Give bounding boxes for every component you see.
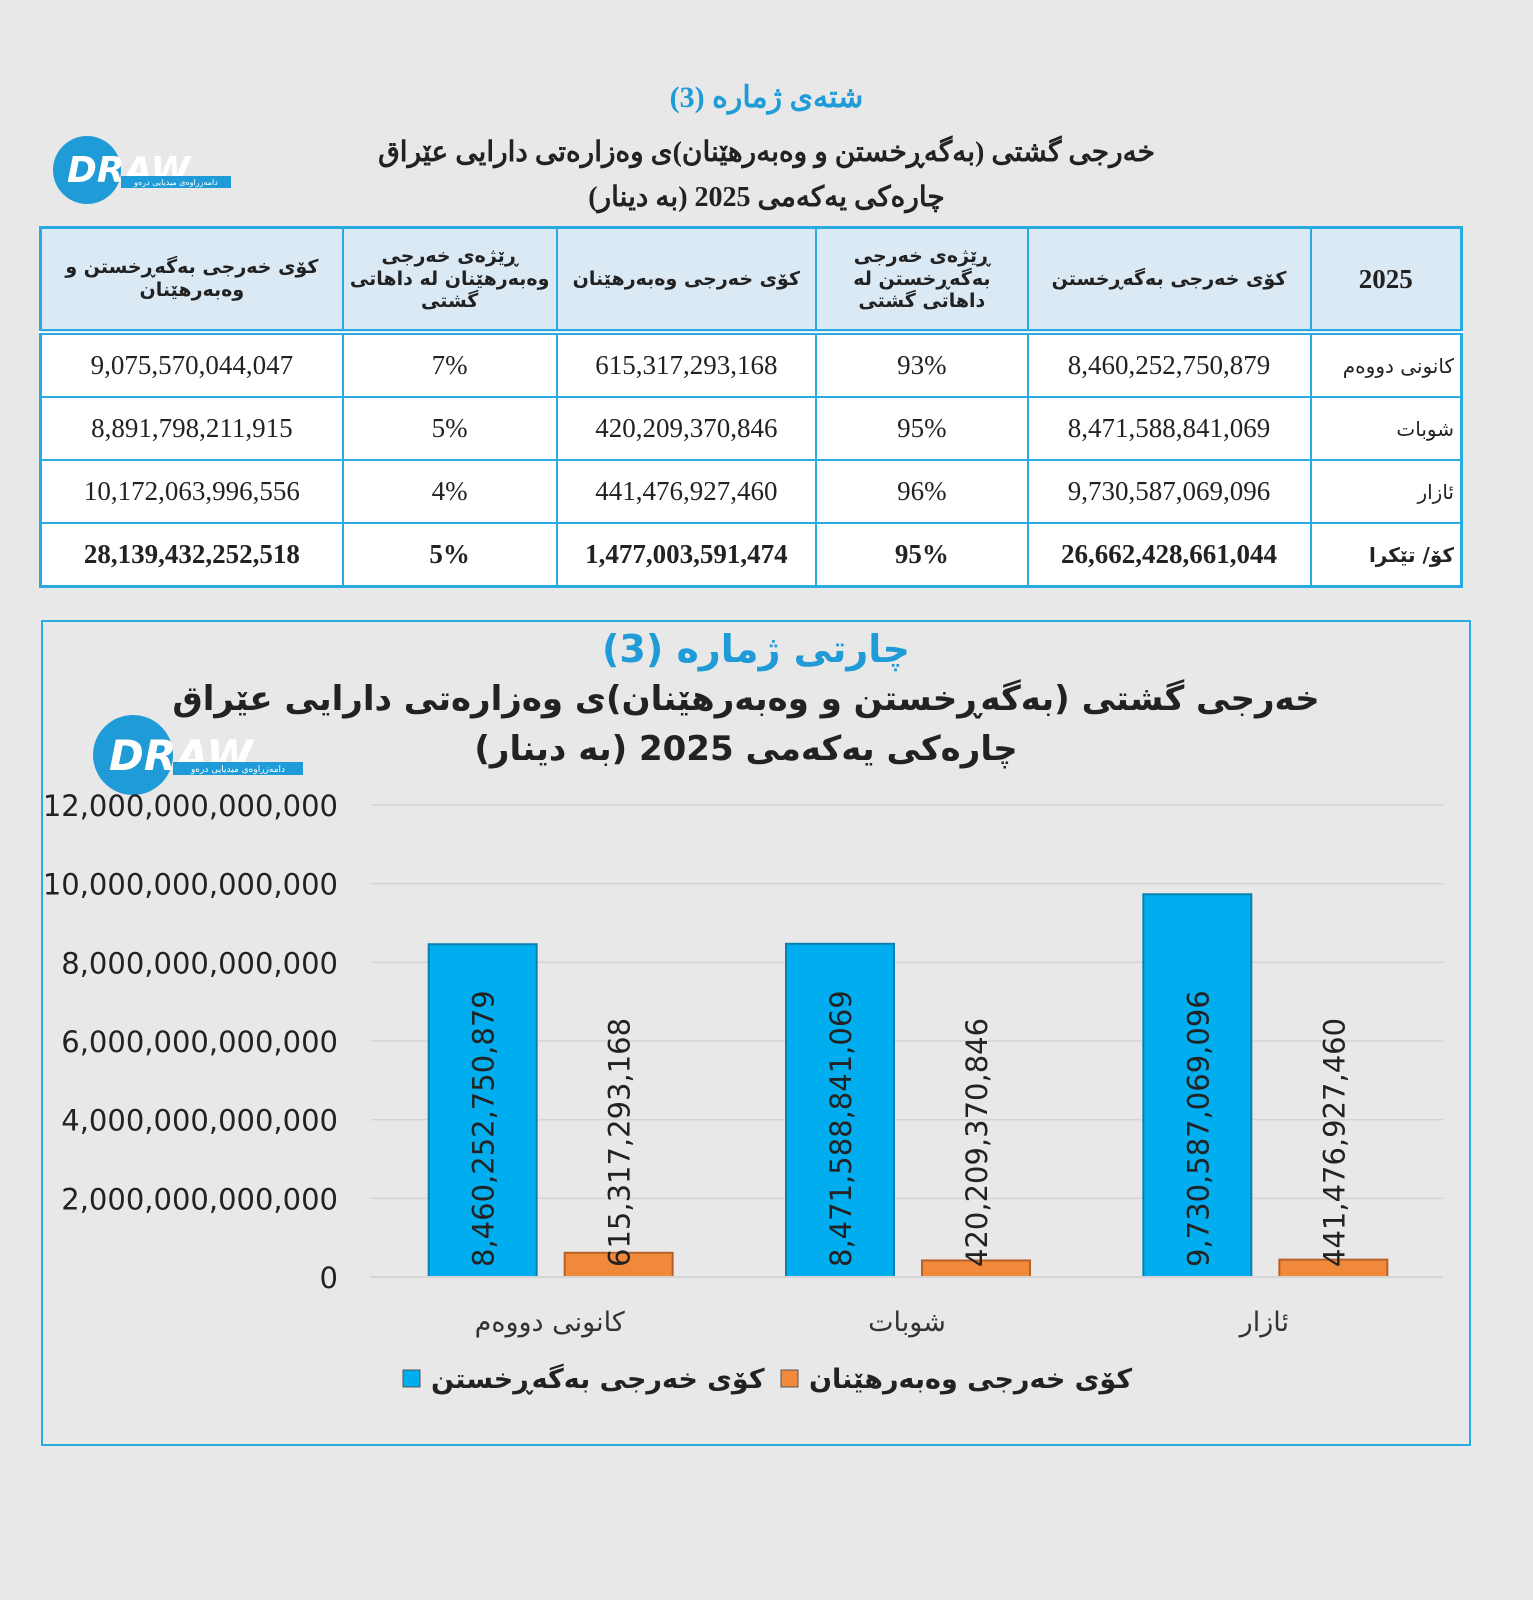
x-tick-label: کانونی دووەم: [475, 1307, 625, 1338]
table-subtitle: چارەکی یەکەمی 2025 (بە دینار): [588, 182, 945, 213]
y-tick-label: 12,000,000,000,000: [43, 789, 338, 823]
table-cell: کۆی خەرجی وەبەرهێنان: [555, 226, 818, 335]
table-cell: 5%: [341, 396, 558, 461]
table-cell: 441,476,927,460: [555, 459, 818, 524]
logo-circle: [53, 136, 121, 204]
table-cell: 8,460,252,750,879: [1026, 331, 1312, 398]
table-cell: 5%: [341, 522, 558, 588]
chart-caption: چارتی ژمارە (3): [602, 627, 910, 671]
chart-logo: DRAW دامەزراوەی میدیایی درەو: [93, 715, 303, 795]
y-tick-label: 4,000,000,000,000: [61, 1104, 338, 1138]
y-tick-label: 10,000,000,000,000: [43, 868, 338, 902]
table-cell: 93%: [815, 331, 1029, 398]
table-cell: 7%: [341, 331, 558, 398]
bar: [427, 943, 538, 1278]
logo-tagline: دامەزراوەی میدیایی درەو: [133, 178, 218, 187]
table-cell: 1,477,003,591,474: [555, 522, 818, 588]
table-cell: کۆی خەرجی بەگەڕخستن و وەبەرهێنان: [39, 226, 344, 335]
bar: [785, 942, 895, 1278]
logo-band: [173, 762, 303, 775]
chart-title: خەرجی گشتی (بەگەڕخستن و وەبەرهێنان)ی وەز…: [172, 679, 1319, 719]
table-cell: 26,662,428,661,044: [1026, 522, 1312, 588]
data-label: 8,471,588,841,069: [824, 990, 858, 1267]
table-cell: کانونی دووەم: [1309, 331, 1463, 398]
logo: DRAW دامەزراوەی میدیایی درەو: [53, 136, 231, 204]
legend-swatch: [402, 1369, 421, 1388]
table-cell: 615,317,293,168: [555, 331, 818, 398]
table-cell: ڕێژەی خەرجی وەبەرهێنان لە داهاتی گشتی: [341, 226, 558, 335]
y-tick-label: 0: [320, 1261, 338, 1295]
x-tick-label: شوبات: [868, 1307, 946, 1338]
table-row: شوبات 8,471,588,841,069 95% 420,209,370,846…: [39, 396, 1463, 461]
chart: چارتی ژمارە (3) خەرجی گشتی (بەگەڕخستن و …: [41, 620, 1471, 1446]
table-cell: شوبات: [1309, 396, 1463, 461]
table-cell: 95%: [815, 396, 1029, 461]
legend-label: کۆی خەرجی وەبەرهێنان: [809, 1364, 1132, 1395]
legend-swatch: [780, 1369, 799, 1388]
table-title: خەرجی گشتی (بەگەڕخستن و وەبەرهێنان)ی وەز…: [378, 137, 1155, 168]
data-label: 615,317,293,168: [603, 1018, 637, 1267]
table-cell: 8,891,798,211,915: [39, 396, 344, 461]
legend-label: کۆی خەرجی بەگەڕخستن: [431, 1363, 765, 1395]
data-label: 420,209,370,846: [960, 1018, 994, 1267]
logo-tagline: دامەزراوەی میدیایی درەو: [190, 765, 285, 775]
table-row: ئازار 9,730,587,069,096 96% 441,476,927,460…: [39, 459, 1463, 524]
y-tick-label: 2,000,000,000,000: [61, 1182, 338, 1216]
table-cell: 8,471,588,841,069: [1026, 396, 1312, 461]
table-cell: 4%: [341, 459, 558, 524]
chart-subtitle: چارەکی یەکەمی 2025 (بە دینار): [474, 729, 1017, 769]
table-cell: 10,172,063,996,556: [39, 459, 344, 524]
table-cell: 28,139,432,252,518: [39, 522, 344, 588]
data-label: 441,476,927,460: [1317, 1018, 1351, 1267]
table-row: کۆ/ تێکرا 26,662,428,661,044 95% 1,477,003,…: [39, 522, 1463, 588]
logo-circle: [93, 715, 173, 795]
table: 2025 کۆی خەرجی بەگەڕخستن ڕێژەی خەرجی بەگەڕ…: [39, 226, 1463, 588]
table-cell: 2025: [1309, 226, 1463, 335]
y-tick-label: 8,000,000,000,000: [61, 946, 338, 980]
table-cell: کۆ/ تێکرا: [1309, 522, 1463, 588]
data-label: 9,730,587,069,096: [1181, 990, 1215, 1267]
table-cell: ئازار: [1309, 459, 1463, 524]
table-row: 2025 کۆی خەرجی بەگەڕخستن ڕێژەی خەرجی بەگەڕ…: [39, 226, 1463, 335]
logo-band: [121, 176, 231, 188]
table-cell: 95%: [815, 522, 1029, 588]
table-cell: 9,075,570,044,047: [39, 331, 344, 398]
table-row: کانونی دووەم 8,460,252,750,879 93% 615,317,…: [39, 331, 1463, 398]
y-tick-label: 6,000,000,000,000: [61, 1025, 338, 1059]
table-cell: کۆی خەرجی بەگەڕخستن: [1026, 226, 1312, 335]
table-cell: 420,209,370,846: [555, 396, 818, 461]
bar: [1142, 893, 1253, 1278]
data-label: 8,460,252,750,879: [467, 990, 501, 1267]
table-cell: 9,730,587,069,096: [1026, 459, 1312, 524]
table-caption: شتەی ژمارە (3): [669, 81, 864, 114]
table-cell: 96%: [815, 459, 1029, 524]
table-cell: ڕێژەی خەرجی بەگەڕخستن لە داهاتی گشتی: [815, 226, 1029, 335]
x-tick-label: ئازار: [1238, 1307, 1289, 1338]
